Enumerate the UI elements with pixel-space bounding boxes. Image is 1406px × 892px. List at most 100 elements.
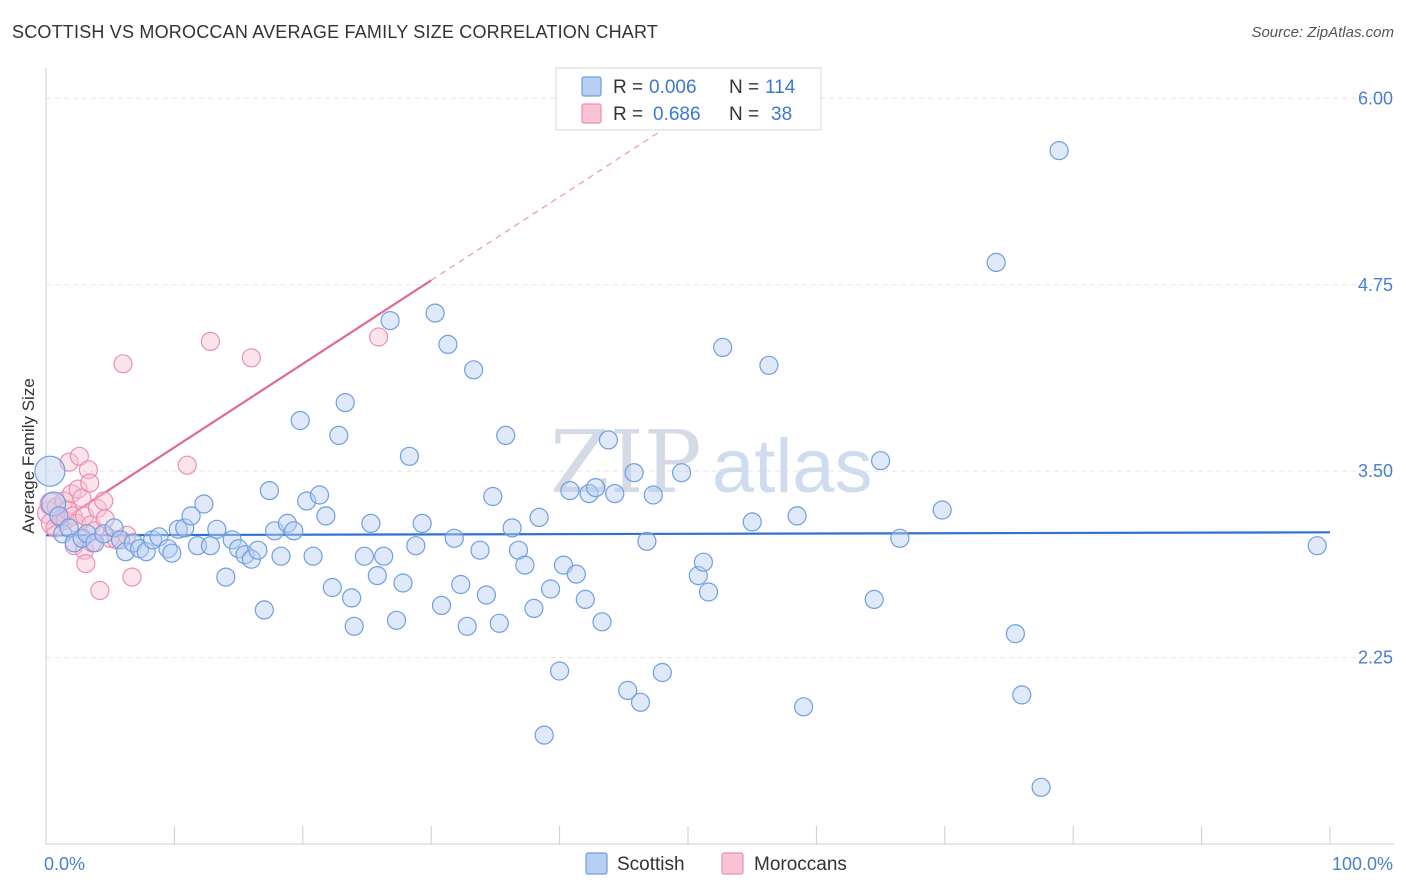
scottish-points: [34, 141, 1327, 797]
moroccan-point-22: [80, 473, 100, 493]
moroccan-point-16: [69, 446, 90, 466]
scottish-point-96: [693, 552, 714, 572]
scottish-point-51: [367, 565, 387, 586]
source-label: Source: ZipAtlas.com: [1251, 24, 1394, 41]
legend-r-label-moroccan: R =: [613, 104, 643, 125]
scottish-point-34: [259, 481, 279, 501]
scottish-point-43: [316, 506, 336, 526]
scottish-point-20: [168, 519, 188, 539]
legend-n-value-moroccan: 38: [771, 104, 792, 125]
scottish-point-97: [698, 582, 719, 602]
legend-swatch-scottish: [581, 76, 602, 97]
scottish-point-44: [322, 577, 342, 598]
scottish-point-49: [354, 546, 374, 566]
scottish-point-108: [1005, 624, 1026, 644]
scottish-point-54: [386, 610, 407, 630]
scottish-trendline: [45, 531, 1331, 537]
scottish-point-64: [457, 616, 477, 636]
scottish-point-24: [194, 494, 214, 514]
legend-r-value-moroccan: 0.686: [653, 104, 701, 125]
moroccan-point-27: [90, 580, 110, 601]
scottish-point-68: [483, 486, 503, 507]
scottish-point-92: [643, 485, 663, 505]
scottish-point-45: [329, 425, 349, 445]
scottish-point-4: [59, 518, 79, 538]
legend-swatch-moroccan: [581, 103, 602, 124]
scottish-point-56: [399, 446, 419, 466]
scottish-point-99: [742, 512, 762, 532]
scottish-point-60: [431, 595, 452, 616]
scottish-point-33: [254, 600, 274, 620]
legend-n-label-moroccan: N =: [729, 104, 759, 125]
scottish-point-39: [290, 410, 310, 431]
scottish-point-58: [412, 513, 432, 534]
scottish-point-62: [444, 528, 464, 548]
scottish-point-88: [618, 680, 638, 701]
watermark-zip: ZIP: [550, 413, 702, 513]
x-tick-labels: 0.0% 100.0%: [44, 854, 1393, 874]
legend-r-label-scottish: R =: [613, 77, 643, 98]
scottish-point-22: [181, 506, 201, 526]
moroccan-point-26: [87, 498, 108, 519]
x-tick-label-0: 0.0%: [44, 854, 85, 874]
watermark-atlas: atlas: [712, 424, 873, 509]
scottish-point-47: [342, 588, 362, 608]
legend-r-value-scottish: 0.006: [649, 77, 697, 98]
scottish-point-87: [605, 484, 625, 504]
chart-title: SCOTTISH VS MOROCCAN AVERAGE FAMILY SIZE…: [12, 22, 659, 42]
axes: [45, 68, 1394, 845]
scottish-point-15: [136, 542, 156, 562]
scottish-point-32: [248, 540, 268, 560]
y-tick-label-2: 4.75: [1358, 275, 1393, 295]
scottish-point-48: [344, 616, 364, 636]
moroccan-point-28: [94, 491, 114, 511]
scottish-point-90: [630, 692, 651, 712]
scottish-point-101: [793, 697, 814, 717]
bottom-legend: Scottish Moroccans: [585, 852, 847, 875]
bottom-legend-swatch-moroccan: [721, 852, 744, 875]
scottish-point-1: [41, 491, 67, 517]
y-tick-labels: 2.25 3.50 4.75 6.00: [1358, 88, 1393, 667]
scottish-point-42: [309, 485, 330, 505]
scottish-point-85: [592, 612, 612, 632]
moroccan-point-35: [177, 455, 197, 475]
y-axis-label: Average Family Size: [19, 378, 38, 534]
legend-n-label-scottish: N =: [729, 77, 759, 98]
scottish-point-76: [534, 725, 554, 745]
scottish-point-109: [1031, 777, 1051, 797]
moroccan-point-20: [76, 553, 96, 574]
grid-lines: [46, 97, 1394, 659]
scottish-point-41: [303, 546, 323, 566]
scottish-point-63: [451, 574, 471, 595]
scottish-point-19: [162, 543, 182, 563]
scottish-point-77: [540, 579, 561, 599]
scottish-point-106: [932, 500, 952, 520]
scottish-point-71: [502, 518, 522, 538]
scottish-point-98: [713, 337, 733, 357]
scottish-point-69: [489, 613, 509, 633]
scottish-point-80: [560, 481, 580, 501]
scottish-point-107: [986, 252, 1006, 272]
scottish-point-84: [585, 478, 606, 498]
scottish-point-27: [216, 567, 236, 587]
legend-box: R = 0.006 N = 114 R = 0.686 N = 38: [555, 67, 822, 131]
moroccan-point-38: [369, 327, 389, 347]
scottish-point-100: [759, 355, 779, 375]
trendlines: [45, 112, 1331, 537]
scottish-point-25: [200, 536, 220, 556]
scottish-point-75: [529, 507, 549, 528]
scottish-point-82: [575, 589, 595, 610]
scottish-point-52: [374, 546, 394, 566]
moroccan-point-36: [200, 331, 220, 351]
scottish-point-9: [94, 524, 114, 544]
scottish-point-53: [380, 311, 400, 331]
scottish-point-50: [361, 513, 381, 534]
scottish-point-93: [652, 662, 672, 683]
scottish-point-46: [335, 393, 355, 413]
scottish-point-21: [175, 518, 195, 538]
scottish-point-103: [864, 589, 884, 610]
moroccan-trendline-extension: [430, 112, 689, 281]
moroccan-trendline: [45, 279, 432, 532]
bottom-legend-label-moroccan: Moroccans: [754, 854, 847, 875]
